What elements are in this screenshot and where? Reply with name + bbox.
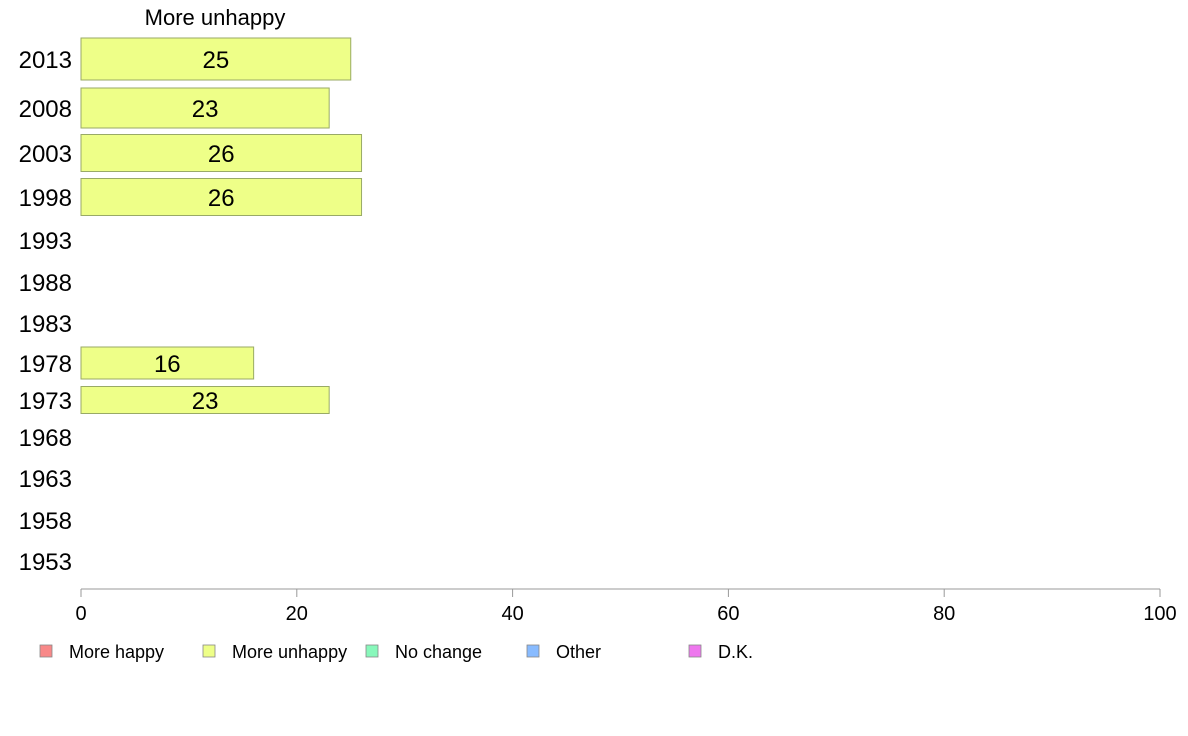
year-label: 1953 <box>19 549 72 576</box>
legend-swatch <box>365 644 379 658</box>
legend-swatch <box>526 644 540 658</box>
year-label: 1998 <box>19 185 72 212</box>
year-label: 2008 <box>19 96 72 123</box>
x-tick-label: 60 <box>717 603 739 625</box>
bar-value-label: 16 <box>154 351 181 378</box>
x-tick-label: 20 <box>286 603 308 625</box>
bar <box>80 178 363 216</box>
bar-value-label: 26 <box>208 141 235 168</box>
legend-label: More happy <box>69 642 164 662</box>
bar <box>80 386 330 414</box>
year-label: 1958 <box>19 508 72 535</box>
bar-value-label: 23 <box>192 96 219 123</box>
year-label: 1988 <box>19 270 72 297</box>
year-label: 2013 <box>19 47 72 74</box>
x-tick-label: 0 <box>75 603 86 625</box>
bar <box>80 134 363 172</box>
year-label: 2003 <box>19 141 72 168</box>
bar-labels: 25 23 26 26 16 23 <box>154 47 235 415</box>
year-label: 1983 <box>19 311 72 338</box>
year-label: 1968 <box>19 425 72 452</box>
bar <box>80 87 330 129</box>
x-tick-label: 80 <box>933 603 955 625</box>
year-label: 1973 <box>19 388 72 415</box>
year-label: 1963 <box>19 466 72 493</box>
bars <box>80 37 363 414</box>
year-label: 1978 <box>19 351 72 378</box>
panel-title: More unhappy <box>145 5 286 30</box>
legend-label: D.K. <box>718 642 753 662</box>
bar <box>80 37 352 81</box>
x-axis: 0 20 40 60 80 100 <box>75 588 1177 625</box>
x-tick-label: 40 <box>501 603 523 625</box>
x-tick-label: 100 <box>1143 603 1176 625</box>
legend-swatch <box>39 644 53 658</box>
legend-label: More unhappy <box>232 642 347 662</box>
legend-swatch <box>202 644 216 658</box>
bar <box>80 346 255 380</box>
bar-value-label: 23 <box>192 388 219 415</box>
legend-swatch <box>688 644 702 658</box>
legend-label: No change <box>395 642 482 662</box>
year-label: 1993 <box>19 228 72 255</box>
legend: More happy More unhappy No change Other D.K. <box>39 642 753 662</box>
legend-label: Other <box>556 642 601 662</box>
year-labels: 2013 2008 2003 1998 1993 1988 1983 1978 1973 1968… <box>19 47 72 576</box>
bar-value-label: 26 <box>208 185 235 212</box>
bar-value-label: 25 <box>203 47 230 74</box>
